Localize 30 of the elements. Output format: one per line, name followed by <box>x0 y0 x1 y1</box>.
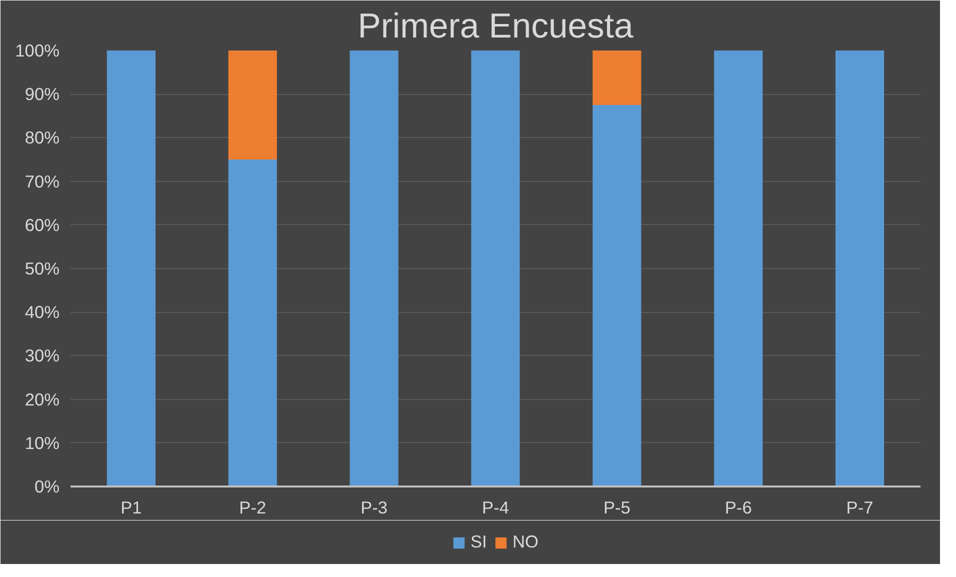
chart-title: Primera Encuesta <box>358 8 634 46</box>
y-tick-label: 10% <box>24 432 60 453</box>
y-tick-label: 40% <box>24 302 60 322</box>
y-tick-label: 30% <box>24 346 60 366</box>
x-tick-label: P-6 <box>724 498 752 518</box>
x-tick-label: P-5 <box>603 498 630 518</box>
bar <box>228 160 277 486</box>
y-tick-label: 70% <box>24 171 60 192</box>
bar <box>714 50 763 486</box>
y-tick-label: 50% <box>24 258 60 278</box>
bar <box>106 50 156 486</box>
bar <box>471 50 520 486</box>
x-tick-label: P-3 <box>360 498 388 518</box>
y-tick-label: 60% <box>24 214 60 235</box>
x-tick-label: P-2 <box>239 498 266 518</box>
y-tick-label: 100% <box>15 40 60 60</box>
bar <box>350 50 398 486</box>
x-tick-label: P1 <box>120 498 142 518</box>
y-tick-label: 0% <box>34 476 60 496</box>
x-tick-label: P-7 <box>846 498 874 518</box>
x-tick-label: P-4 <box>482 498 510 518</box>
legend-label: SI <box>470 532 488 552</box>
bar <box>592 50 642 105</box>
bar <box>228 50 277 160</box>
bar <box>592 105 642 486</box>
bar <box>836 50 884 486</box>
y-tick-label: 90% <box>24 84 60 104</box>
y-tick-label: 20% <box>24 389 60 410</box>
y-tick-label: 80% <box>24 128 60 148</box>
legend-label: NO <box>512 532 538 552</box>
